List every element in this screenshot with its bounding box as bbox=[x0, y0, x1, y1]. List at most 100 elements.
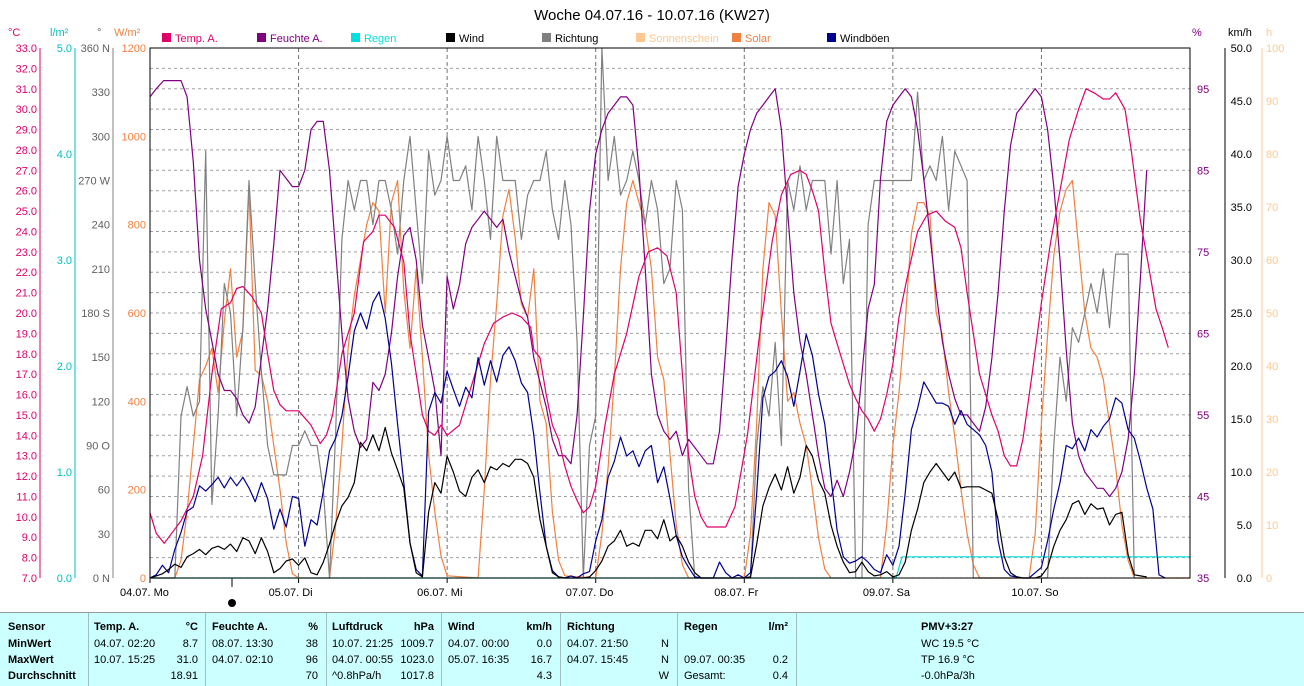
stats-column-separator bbox=[560, 613, 561, 686]
direction-tick-label: 90 O bbox=[86, 441, 110, 453]
humidity-tick-label: 85 bbox=[1197, 165, 1209, 177]
stats-pressure-value: 1009.7 bbox=[400, 638, 434, 650]
solar-tick-label: 400 bbox=[128, 396, 146, 408]
stats-humidity-time: 08.07. 13:30 bbox=[212, 638, 274, 650]
stats-direction-value: N bbox=[661, 638, 669, 650]
day-label: 04.07. Mo bbox=[120, 587, 169, 599]
stats-row-label: MinWert bbox=[8, 638, 52, 650]
series-line-feuchte-a bbox=[149, 79, 1148, 498]
stats-pressure-value: 1023.0 bbox=[400, 654, 434, 666]
temp-tick-label: 27.0 bbox=[16, 165, 37, 177]
stats-humidity-time: 04.07. 02:10 bbox=[212, 654, 274, 666]
sun-tick-label: 10 bbox=[1266, 520, 1278, 532]
sun-tick-label: 100 bbox=[1266, 43, 1284, 55]
stats-wind-value: 4.3 bbox=[536, 670, 552, 682]
temp-tick-label: 33.0 bbox=[16, 43, 37, 55]
sun-tick-label: 80 bbox=[1266, 149, 1278, 161]
series-line-solar bbox=[150, 179, 1190, 579]
rain-tick-label: 5.0 bbox=[57, 43, 72, 55]
sun-tick-label: 0 bbox=[1266, 573, 1272, 585]
stats-pmv-value: -0.0hPa/3h bbox=[921, 670, 975, 682]
direction-tick-label: 60 bbox=[98, 485, 110, 497]
sun-unit-label: h bbox=[1266, 27, 1272, 39]
stats-header-pressure-unit: hPa bbox=[413, 621, 434, 633]
stats-humidity-value: 96 bbox=[305, 654, 318, 666]
stats-header-sensor: Sensor bbox=[8, 621, 46, 633]
stats-direction-value: W bbox=[658, 670, 669, 682]
day-label: 07.07. Do bbox=[566, 587, 614, 599]
direction-tick-label: 180 S bbox=[81, 308, 110, 320]
day-label: 10.07. So bbox=[1011, 587, 1058, 599]
unit-labels: °C l/m² ° W/m²% km/h h bbox=[8, 27, 1272, 39]
stats-header-temp: Temp. A. bbox=[94, 621, 140, 633]
sun-tick-label: 40 bbox=[1266, 361, 1278, 373]
temp-tick-label: 17.0 bbox=[16, 369, 37, 381]
sun-tick-label: 20 bbox=[1266, 467, 1278, 479]
legend-swatch bbox=[351, 33, 360, 42]
direction-tick-label: 150 bbox=[92, 352, 110, 364]
temp-tick-label: 29.0 bbox=[16, 125, 37, 137]
sun-tick-label: 70 bbox=[1266, 202, 1278, 214]
speed-tick-label: 35.0 bbox=[1231, 202, 1252, 214]
stats-header-wind-unit: km/h bbox=[526, 621, 552, 633]
legend-label: Temp. A. bbox=[175, 33, 218, 45]
stats-temp-value: 8.7 bbox=[182, 638, 198, 650]
humidity-tick-label: 45 bbox=[1197, 491, 1209, 503]
stats-row-label: MaxWert bbox=[8, 654, 54, 666]
stats-pressure-time: 10.07. 21:25 bbox=[332, 638, 394, 650]
humidity-unit-label: % bbox=[1192, 27, 1202, 39]
legend-label: Wind bbox=[459, 33, 484, 45]
stats-row-label: Durchschnitt bbox=[8, 670, 76, 682]
temp-tick-label: 24.0 bbox=[16, 226, 37, 238]
stats-header-humidity-unit: % bbox=[308, 621, 318, 633]
temp-tick-label: 22.0 bbox=[16, 267, 37, 279]
speed-tick-label: 15.0 bbox=[1231, 414, 1252, 426]
day-label: 06.07. Mi bbox=[417, 587, 462, 599]
sun-tick-label: 30 bbox=[1266, 414, 1278, 426]
rain-tick-label: 3.0 bbox=[57, 255, 72, 267]
stats-wind-time: 04.07. 00:00 bbox=[448, 638, 510, 650]
speed-tick-label: 25.0 bbox=[1231, 308, 1252, 320]
temp-tick-label: 32.0 bbox=[16, 63, 37, 75]
temp-tick-label: 13.0 bbox=[16, 451, 37, 463]
humidity-tick-label: 95 bbox=[1197, 84, 1209, 96]
temp-tick-label: 9.0 bbox=[22, 532, 37, 544]
solar-tick-label: 800 bbox=[128, 220, 146, 232]
legend-label: Windböen bbox=[840, 33, 890, 45]
series-line-windböen bbox=[149, 291, 1166, 579]
stats-pressure-time: 04.07. 00:55 bbox=[332, 654, 394, 666]
speed-tick-label: 5.0 bbox=[1237, 520, 1252, 532]
temp-tick-label: 30.0 bbox=[16, 104, 37, 116]
direction-tick-label: 210 bbox=[92, 264, 110, 276]
speed-tick-label: 45.0 bbox=[1231, 96, 1252, 108]
stats-column-separator bbox=[205, 613, 206, 686]
temp-tick-label: 25.0 bbox=[16, 206, 37, 218]
rain-tick-label: 2.0 bbox=[57, 361, 72, 373]
stats-rain-time: 09.07. 00:35 bbox=[684, 654, 746, 666]
temp-tick-label: 23.0 bbox=[16, 247, 37, 259]
statistics-panel: Sensor Temp. A. °C Feuchte A.% Luftdruck hPa W… bbox=[0, 612, 1304, 686]
solar-tick-label: 1200 bbox=[122, 43, 146, 55]
solar-tick-label: 600 bbox=[128, 308, 146, 320]
chart-background bbox=[0, 0, 1304, 612]
stats-header-rain-unit: l/m² bbox=[768, 621, 788, 633]
stats-wind-time: 05.07. 16:35 bbox=[448, 654, 510, 666]
stats-temp-value: 31.0 bbox=[176, 654, 198, 666]
legend-swatch bbox=[636, 33, 645, 42]
stats-pressure-time: ^0.8hPa/h bbox=[332, 670, 382, 682]
legend-swatch bbox=[542, 33, 551, 42]
legend-label: Richtung bbox=[555, 33, 598, 45]
solar-unit-label: W/m² bbox=[114, 27, 141, 39]
legend-swatch bbox=[827, 33, 836, 42]
humidity-tick-label: 55 bbox=[1197, 410, 1209, 422]
temp-tick-label: 12.0 bbox=[16, 471, 37, 483]
stats-direction-time: 04.07. 15:45 bbox=[567, 654, 629, 666]
direction-unit-label: ° bbox=[97, 27, 101, 39]
direction-tick-label: 330 bbox=[92, 87, 110, 99]
stats-column-separator bbox=[441, 613, 442, 686]
legend-label: Solar bbox=[745, 33, 771, 45]
stats-direction-value: N bbox=[661, 654, 669, 666]
speed-tick-label: 40.0 bbox=[1231, 149, 1252, 161]
stats-column-separator bbox=[88, 613, 89, 686]
speed-tick-label: 10.0 bbox=[1231, 467, 1252, 479]
